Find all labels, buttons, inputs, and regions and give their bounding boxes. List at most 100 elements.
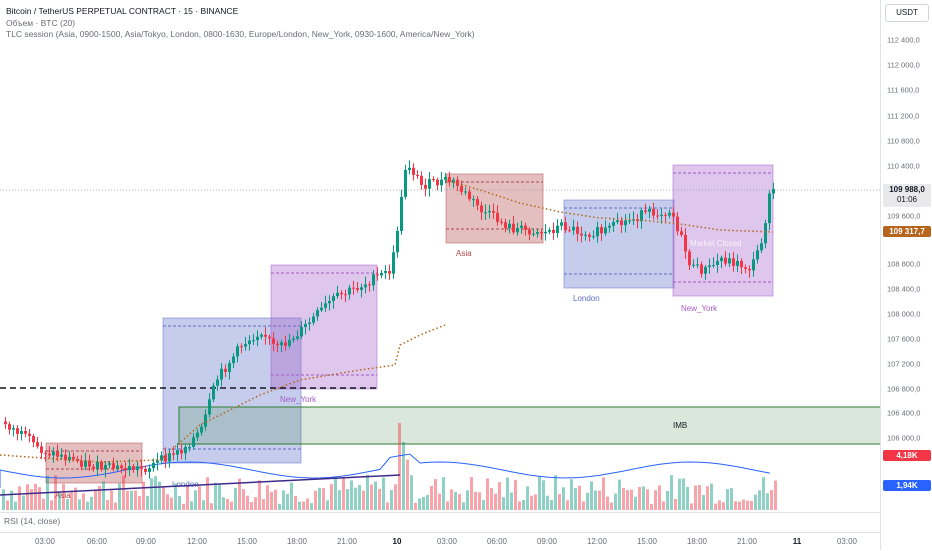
candle-body bbox=[236, 346, 239, 357]
volume-bar bbox=[314, 490, 317, 510]
tlc-session-legend[interactable]: TLC session (Asia, 0900-1500, Asia/Tokyo… bbox=[6, 29, 475, 39]
candle-body bbox=[612, 222, 615, 226]
volume-bar bbox=[218, 484, 221, 510]
candle-body bbox=[688, 251, 691, 266]
volume-bar bbox=[38, 487, 41, 510]
candle-body bbox=[496, 212, 499, 222]
candle-body bbox=[624, 220, 627, 226]
candle-body bbox=[168, 453, 171, 462]
candle-body bbox=[336, 292, 339, 297]
candle-body bbox=[388, 270, 391, 274]
volume-bar bbox=[254, 497, 257, 510]
rsi-pane[interactable]: RSI (14, close) bbox=[0, 512, 880, 533]
candle-body bbox=[488, 210, 491, 213]
time-tick-label: 09:00 bbox=[536, 537, 558, 546]
volume-bar bbox=[586, 492, 589, 510]
price-tick-label: 108 400,0 bbox=[887, 284, 921, 294]
candle-body bbox=[344, 294, 347, 296]
volume-bar bbox=[434, 479, 437, 510]
volume-bar bbox=[462, 502, 465, 510]
volume-bar bbox=[114, 502, 117, 510]
bar-countdown: 01:06 bbox=[896, 195, 918, 204]
volume-bar bbox=[198, 486, 201, 510]
volume-bar bbox=[566, 500, 569, 510]
volume-bar bbox=[346, 489, 349, 510]
candle-body bbox=[572, 226, 575, 231]
volume-bar bbox=[726, 489, 729, 510]
candle-body bbox=[396, 230, 399, 253]
candle-body bbox=[756, 250, 759, 260]
price-tick-label: 111 600,0 bbox=[887, 85, 920, 95]
volume-bar bbox=[670, 475, 673, 510]
volume-bar bbox=[514, 479, 517, 510]
candle-body bbox=[172, 453, 175, 455]
volume-bar bbox=[118, 483, 121, 510]
symbol-title[interactable]: Bitcoin / TetherUS PERPETUAL CONTRACT · … bbox=[6, 6, 239, 16]
volume-bar bbox=[442, 477, 445, 510]
candle-body bbox=[408, 167, 411, 171]
volume-bar bbox=[222, 497, 225, 510]
volume-bar bbox=[762, 477, 765, 510]
volume-bar bbox=[530, 495, 533, 510]
candle-body bbox=[240, 346, 243, 348]
volume-bar bbox=[634, 496, 637, 510]
candle-body bbox=[176, 450, 179, 455]
volume-bar bbox=[746, 500, 749, 510]
volume-bar bbox=[206, 477, 209, 510]
chart-pane[interactable]: Asia London New_York Asia London New_York IMB M… bbox=[0, 0, 888, 512]
volume-legend[interactable]: Объем · BTC (20) bbox=[6, 18, 76, 28]
candle-body bbox=[100, 461, 103, 470]
volume-bar bbox=[146, 495, 149, 510]
price-tick-label: 108 800,0 bbox=[887, 259, 921, 269]
candle-body bbox=[220, 368, 223, 380]
candle-body bbox=[664, 214, 667, 216]
candle-body bbox=[60, 454, 63, 457]
candle-body bbox=[192, 437, 195, 447]
price-tick-label: 110 800,0 bbox=[887, 136, 920, 146]
volume-bar bbox=[110, 490, 113, 510]
volume-bar bbox=[598, 490, 601, 510]
time-axis[interactable]: 03:00 06:00 09:00 12:00 15:00 18:00 21:00 10 03:… bbox=[0, 532, 880, 551]
volume-bar bbox=[450, 489, 453, 510]
volume-bar bbox=[594, 490, 597, 510]
candle-body bbox=[492, 210, 495, 213]
candle-body bbox=[188, 446, 191, 448]
candle-body bbox=[312, 316, 315, 323]
price-axis[interactable]: USDT 109 988,0 01:06 109 317,7 4,18K 1,9… bbox=[880, 0, 932, 550]
volume-bar bbox=[558, 493, 561, 510]
candle-body bbox=[412, 167, 415, 175]
volume-bar bbox=[630, 489, 633, 510]
volume-bar bbox=[238, 478, 241, 510]
volume-bar bbox=[234, 487, 237, 510]
volume-bar bbox=[302, 501, 305, 510]
candle-body bbox=[424, 184, 427, 189]
candle-body bbox=[368, 284, 371, 286]
candle-body bbox=[108, 463, 111, 465]
candle-body bbox=[720, 257, 723, 262]
candle-body bbox=[564, 222, 567, 231]
volume-bar bbox=[150, 478, 153, 510]
currency-button[interactable]: USDT bbox=[885, 4, 929, 22]
price-tick-label: 112 000,0 bbox=[887, 60, 920, 70]
volume-bar bbox=[194, 490, 197, 510]
volume-bar bbox=[14, 501, 17, 510]
volume-bar bbox=[494, 493, 497, 510]
candle-body bbox=[736, 260, 739, 267]
candle-body bbox=[752, 259, 755, 271]
candle-body bbox=[328, 301, 331, 304]
candle-body bbox=[508, 223, 511, 229]
session-label: New_York bbox=[681, 304, 718, 313]
candle-body bbox=[372, 274, 375, 286]
rsi-legend[interactable]: RSI (14, close) bbox=[4, 516, 61, 526]
volume-bar bbox=[690, 503, 693, 510]
session-label: Asia bbox=[456, 249, 472, 258]
session-label: London bbox=[573, 294, 600, 303]
volume-bar bbox=[722, 502, 725, 510]
volume-bar bbox=[66, 498, 69, 510]
candle-body bbox=[740, 260, 743, 268]
candlestick-chart[interactable]: Asia London New_York Asia London New_York IMB M… bbox=[0, 0, 888, 512]
volume-bar bbox=[510, 492, 513, 510]
candle-body bbox=[472, 199, 475, 201]
volume-bar bbox=[582, 501, 585, 510]
candle-body bbox=[8, 424, 11, 430]
